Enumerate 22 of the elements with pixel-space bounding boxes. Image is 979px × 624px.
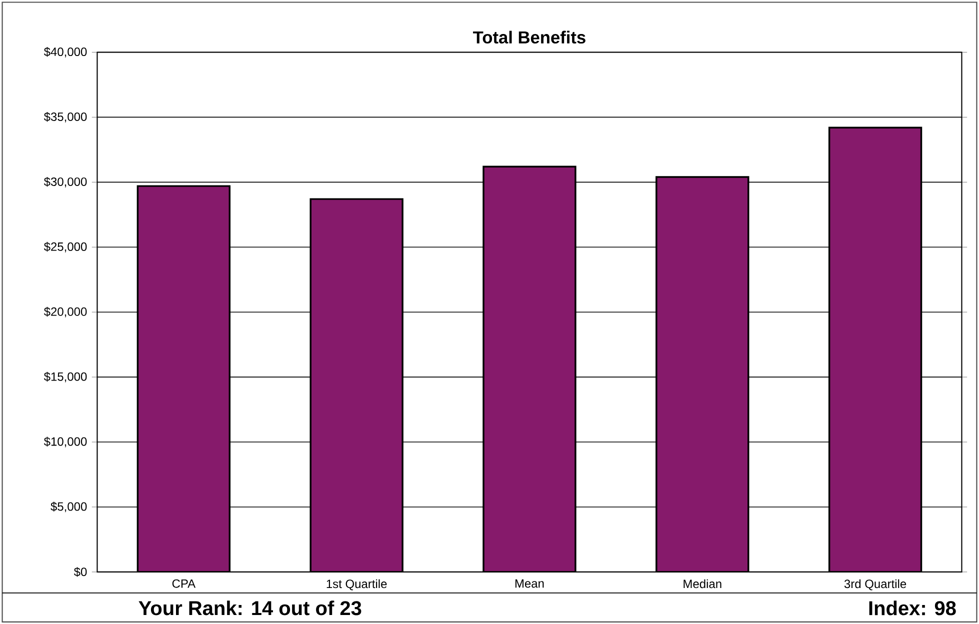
x-tick-label: Mean (515, 579, 544, 588)
y-tick-label: $40,000 (44, 46, 87, 58)
x-tick-label: 3rd Quartile (844, 579, 906, 590)
bar (310, 198, 404, 572)
x-tick-label: CPA (172, 579, 196, 588)
bar (136, 185, 231, 572)
bar (482, 166, 576, 572)
x-tick-label: Median (684, 579, 722, 588)
bar (828, 126, 922, 572)
y-tick-label: $30,000 (44, 176, 87, 188)
text: Your Rank: 14 out of 23 (138, 600, 362, 616)
x-tick-label: 1st Quartile (326, 579, 387, 590)
y-tick-label: $10,000 (44, 436, 87, 448)
chart-title: Total Benefits (473, 30, 586, 44)
y-tick-label: $25,000 (44, 242, 87, 252)
bar (656, 176, 750, 572)
y-tick-label: $15,000 (44, 372, 87, 382)
text: Index: 98 (869, 600, 956, 616)
y-tick-label: $0 (74, 566, 87, 577)
y-tick-label: $35,000 (44, 112, 87, 122)
y-tick-label: $5,000 (50, 502, 87, 512)
y-tick-label: $20,000 (44, 306, 87, 318)
